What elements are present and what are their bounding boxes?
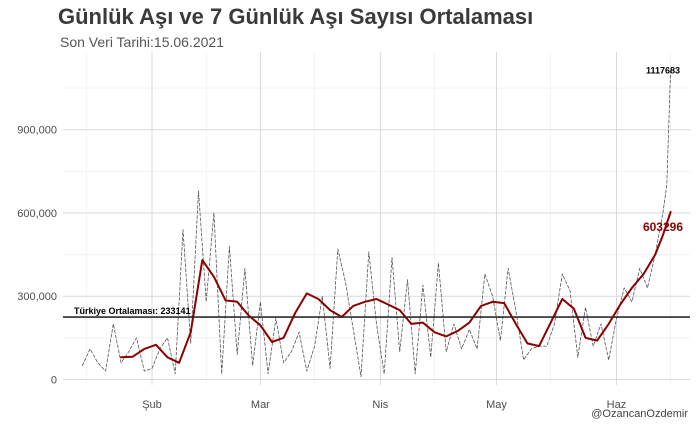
x-tick-label: Şub (142, 399, 162, 411)
y-tick-label: 900,000 (17, 125, 57, 137)
annotations: 1117683 603296 (643, 65, 683, 234)
reference-line-label: Türkiye Ortalaması: 233141 (74, 306, 191, 316)
chart-caption: @OzancanOzdemir (591, 408, 688, 420)
x-tick-label: Nis (372, 399, 388, 411)
series-lines (82, 68, 672, 378)
rolling-average-line (120, 211, 672, 364)
latest-average-label: 603296 (643, 220, 683, 234)
x-tick-label: Mar (251, 399, 270, 411)
y-tick-label: 300,000 (17, 291, 57, 303)
reference-line-group: Türkiye Ortalaması: 233141 (63, 306, 690, 318)
x-tick-label: May (486, 399, 507, 411)
max-daily-label: 1117683 (646, 65, 680, 75)
y-tick-label: 600,000 (17, 208, 57, 220)
chart-subtitle: Son Veri Tarihi:15.06.2021 (60, 34, 224, 50)
x-tick-label: Haz (607, 399, 627, 411)
grid-lines (63, 52, 690, 385)
tick-labels: 0 300,000 600,000 900,000 Şub Mar Nis May Haz (17, 125, 626, 411)
y-tick-label: 0 (51, 374, 57, 386)
daily-vaccination-line (82, 68, 671, 378)
chart-title: Günlük Aşı ve 7 Günlük Aşı Sayısı Ortala… (58, 4, 534, 29)
